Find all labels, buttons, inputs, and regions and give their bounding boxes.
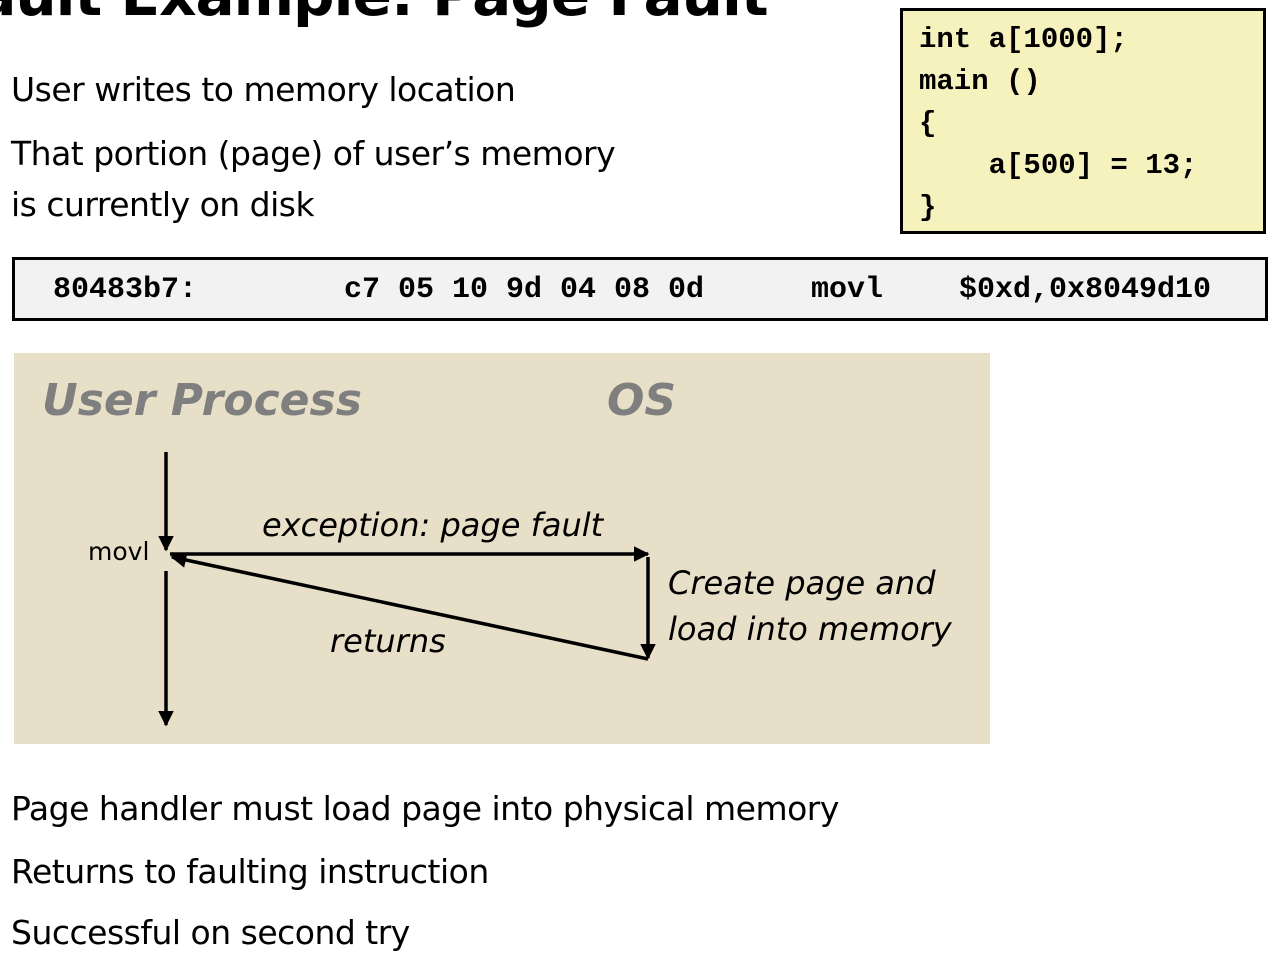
user-process-label: User Process <box>42 375 362 426</box>
bottom-bullet-2: Returns to faulting instruction <box>11 852 489 891</box>
handler-label-line-2: load into memory <box>668 610 952 648</box>
asm-address: 80483b7: <box>53 273 198 307</box>
asm-mnemonic: movl <box>811 273 884 307</box>
top-bullet-2-line-2: is currently on disk <box>11 185 315 224</box>
code-line: a[500] = 13; <box>919 149 1198 182</box>
c-code-box: int a[1000]; main () { a[500] = 13; } <box>900 8 1266 234</box>
movl-label: movl <box>88 537 150 566</box>
code-line: } <box>919 191 937 224</box>
top-bullet-2-line-1: That portion (page) of user’s memory <box>11 134 616 173</box>
exception-label: exception: page fault <box>262 506 604 544</box>
code-line: main () <box>919 65 1041 98</box>
asm-bytes: c7 05 10 9d 04 08 0d <box>344 273 705 307</box>
top-bullet-1: User writes to memory location <box>11 70 516 109</box>
return-arrow <box>170 552 649 661</box>
slide-title: Fault Example: Page Fault <box>0 0 769 24</box>
os-label: OS <box>607 375 677 426</box>
diagram-arrows <box>158 452 656 727</box>
bottom-bullet-1: Page handler must load page into physica… <box>11 789 839 828</box>
returns-label: returns <box>330 622 446 660</box>
page-fault-diagram: User Process OS movl exception: page fau… <box>14 353 990 744</box>
assembly-box: 80483b7: c7 05 10 9d 04 08 0d movl $0xd,… <box>12 257 1268 321</box>
asm-operands: $0xd,0x8049d10 <box>959 273 1212 307</box>
handler-label-line-1: Create page and <box>668 564 936 602</box>
code-line: { <box>919 107 937 140</box>
bottom-bullet-3: Successful on second try <box>11 913 410 952</box>
code-line: int a[1000]; <box>919 23 1128 56</box>
